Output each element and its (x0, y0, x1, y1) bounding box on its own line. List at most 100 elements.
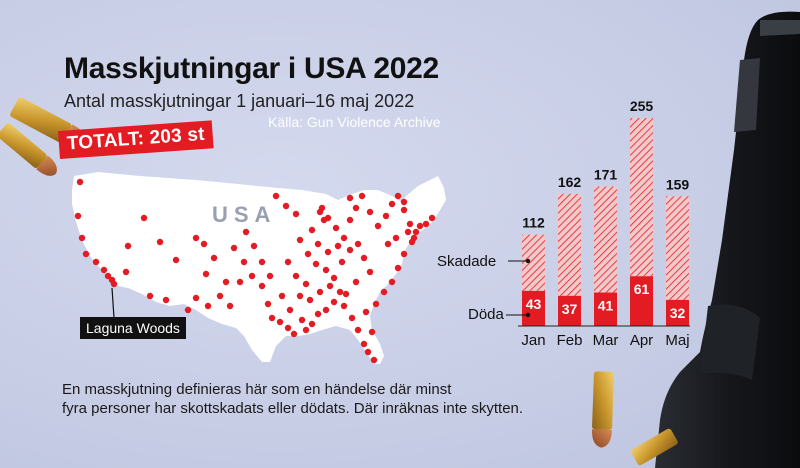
incident-dot (416, 222, 424, 230)
incident-dot (320, 216, 328, 224)
incident-dot (172, 256, 180, 264)
incident-dot (428, 214, 436, 222)
incident-dot (140, 214, 148, 222)
bars-group: 43 112 Jan 37 162 Feb 41 171 Mar 61 255 Apr 32 159 Maj (521, 98, 689, 349)
incident-dot (236, 278, 244, 286)
handgun-illustration (655, 11, 800, 468)
incident-dot (338, 258, 346, 266)
page-title: Masskjutningar i USA 2022 (64, 52, 439, 85)
data-label-dead: 37 (562, 301, 578, 317)
incident-dot (400, 250, 408, 258)
incident-dot (258, 282, 266, 290)
incident-dot (330, 298, 338, 306)
category-label: Mar (593, 332, 619, 349)
incident-dot (284, 258, 292, 266)
incident-dot (322, 306, 330, 314)
incident-dot (272, 192, 280, 200)
incident-dot (302, 280, 310, 288)
data-label-total: 162 (558, 174, 582, 190)
incident-dot (322, 266, 330, 274)
incident-dot (314, 240, 322, 248)
incident-dot (404, 228, 412, 236)
definition-note: En masskjutning definieras här som en hä… (62, 380, 622, 418)
incident-dot (222, 278, 230, 286)
incident-dot (292, 272, 300, 280)
cartridge-icon (631, 428, 678, 466)
incident-dot (368, 328, 376, 336)
bar-dead-apr (630, 276, 653, 326)
incident-dot (308, 320, 316, 328)
incident-dot (352, 278, 360, 286)
incident-dot (364, 348, 372, 356)
incident-dot (248, 272, 256, 280)
data-label-dead: 61 (634, 281, 650, 297)
data-label-dead: 43 (526, 296, 542, 312)
bar-injured-maj (666, 196, 689, 300)
incident-dot (326, 282, 334, 290)
legend-label-injured: Skadade (437, 253, 496, 270)
incident-dot (184, 306, 192, 314)
incident-dot (346, 246, 354, 254)
incident-dot (306, 296, 314, 304)
incident-dot (342, 290, 350, 298)
incident-dot (316, 288, 324, 296)
incident-dot (388, 200, 396, 208)
data-label-dead: 41 (598, 298, 614, 314)
incident-dot (122, 268, 130, 276)
incident-dot (266, 272, 274, 280)
definition-note-line: fyra personer har skottskadats eller död… (62, 400, 524, 417)
incident-dot (412, 228, 420, 236)
incident-dot (360, 340, 368, 348)
incident-dot (304, 250, 312, 258)
legend-dot-injured (525, 258, 531, 264)
incident-dot (104, 272, 112, 280)
data-label-total: 112 (522, 215, 545, 231)
incident-dot (384, 240, 392, 248)
source-note: Källa: Gun Violence Archive (268, 114, 441, 130)
incident-dot (290, 330, 298, 338)
incident-dot (216, 292, 224, 300)
bar-dead-jan (522, 290, 545, 326)
incident-dot (296, 292, 304, 300)
incident-dot (362, 308, 370, 316)
incident-dot (318, 204, 326, 212)
incident-dot (394, 192, 402, 200)
category-label: Apr (630, 332, 653, 349)
bar-dead-feb (558, 295, 581, 326)
incident-dot (250, 242, 258, 250)
incident-dot (340, 234, 348, 242)
incident-dot (406, 220, 414, 228)
incident-dot (346, 216, 354, 224)
incident-dot (358, 192, 366, 200)
incident-dot (314, 310, 322, 318)
data-label-total: 255 (630, 98, 654, 114)
incident-dot (286, 306, 294, 314)
incident-dot (110, 280, 118, 288)
bar-injured-mar (594, 186, 617, 293)
data-label-total: 171 (594, 167, 618, 183)
incident-dot (340, 302, 348, 310)
incident-dot (302, 326, 310, 334)
incident-dot (374, 222, 382, 230)
incident-dot (380, 288, 388, 296)
incident-dot (292, 210, 300, 218)
page-subtitle: Antal masskjutningar 1 januari–16 maj 20… (64, 91, 415, 111)
category-label: Feb (557, 332, 583, 349)
legend-label-dead: Döda (468, 306, 505, 323)
incident-dot (400, 206, 408, 214)
incident-dot (348, 314, 356, 322)
incident-dot (360, 254, 368, 262)
incident-dot (92, 258, 100, 266)
incident-dot (312, 260, 320, 268)
laguna-woods-callout: Laguna Woods (80, 317, 186, 339)
bar-injured-jan (522, 234, 545, 291)
incident-dot (230, 244, 238, 252)
cartridge-icon (0, 123, 57, 176)
legend-dot-dead (525, 312, 531, 318)
incident-dot (330, 274, 338, 282)
incident-dot (372, 300, 380, 308)
incident-dot (258, 258, 266, 266)
incident-dot (240, 258, 248, 266)
